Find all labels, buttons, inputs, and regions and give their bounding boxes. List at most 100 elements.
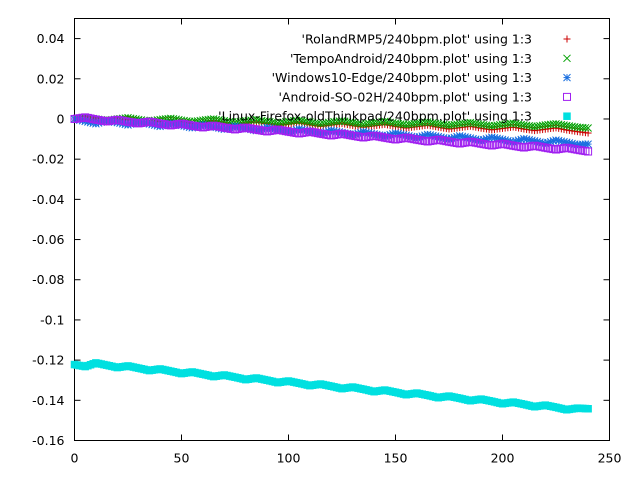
data-point	[180, 120, 189, 129]
data-point	[538, 143, 547, 152]
data-point	[249, 125, 258, 134]
data-point-d2	[461, 119, 469, 128]
data-point-d2	[324, 118, 333, 127]
data-point-d2	[289, 116, 298, 125]
data-point-d2	[287, 117, 296, 125]
data-point-d2	[407, 120, 416, 128]
data-point-d2	[359, 120, 368, 129]
legend-marker	[563, 73, 571, 82]
data-point	[83, 113, 92, 122]
data-point-d2	[447, 121, 456, 129]
data-point	[584, 140, 592, 148]
data-point	[244, 124, 253, 133]
data-point	[209, 121, 218, 130]
data-point	[81, 113, 90, 122]
data-point-d2	[276, 118, 285, 127]
data-point	[343, 130, 352, 139]
data-point	[584, 404, 592, 413]
data-point	[471, 138, 480, 147]
data-point-d2	[487, 122, 496, 130]
data-point	[372, 132, 381, 141]
data-point-d2	[455, 119, 464, 128]
data-point	[89, 115, 98, 124]
data-point	[214, 122, 223, 131]
data-point-d2	[405, 120, 413, 129]
x-tick-label: 200	[491, 451, 515, 466]
data-point-d2	[413, 119, 421, 128]
y-tick-label: -0.12	[32, 353, 64, 368]
data-point-d2	[370, 118, 378, 127]
data-point-d2	[319, 119, 328, 128]
data-point-d2	[538, 121, 547, 130]
data-point	[568, 144, 577, 153]
data-point-d2	[495, 120, 504, 129]
data-point	[378, 133, 387, 142]
data-point	[562, 143, 571, 152]
data-point-d2	[584, 124, 592, 132]
legend-label: 'Windows10-Edge/240bpm.plot' using 1:3	[272, 70, 532, 85]
data-point	[506, 141, 515, 150]
legend-marker-d2	[563, 73, 571, 82]
legend-marker-d2	[563, 54, 571, 63]
data-point	[404, 134, 413, 143]
data-point	[217, 123, 226, 132]
data-point	[402, 133, 411, 142]
data-point	[340, 130, 349, 139]
data-point	[113, 115, 122, 124]
data-point	[439, 136, 448, 145]
data-point	[308, 128, 317, 137]
data-point-d2	[541, 121, 550, 129]
data-point-d2	[247, 116, 255, 125]
legend-marker	[563, 54, 571, 63]
axis-tick-labels: 0 50 100 150 200 250 0.04 0.02 0 -0.02 -0.04 -0.06 -…	[32, 31, 621, 465]
data-point	[535, 142, 544, 151]
plot-frame	[74, 18, 610, 441]
legend-label: 'Linux-Firefox-oldThinkpad/240bpm.plot' …	[218, 109, 532, 124]
data-point	[410, 135, 419, 144]
y-tick-label: 0.02	[37, 71, 65, 86]
data-point	[501, 140, 510, 149]
data-point-d2	[498, 120, 507, 129]
data-point	[338, 129, 346, 138]
y-tick-label: 0	[57, 111, 65, 126]
data-point-d2	[327, 118, 336, 126]
data-point-d2	[581, 123, 590, 132]
data-point	[177, 119, 186, 128]
data-point-d2	[415, 119, 424, 127]
data-point-d2	[530, 122, 539, 131]
data-point	[530, 141, 539, 150]
data-point	[584, 147, 593, 156]
data-point	[503, 140, 512, 149]
series-layer	[70, 113, 593, 414]
y-tick-label: -0.14	[32, 393, 64, 408]
y-tick-label: -0.1	[40, 312, 64, 327]
x-tick-label: 100	[277, 451, 301, 466]
data-point-d2	[501, 120, 510, 128]
data-point-d2	[375, 118, 384, 126]
data-point	[241, 123, 250, 132]
data-point	[148, 118, 157, 127]
data-point	[474, 139, 483, 148]
data-point-d2	[410, 119, 419, 128]
data-point-d2	[493, 121, 502, 130]
data-point-d2	[364, 119, 373, 128]
legend-label: 'Android-SO-02H/240bpm.plot' using 1:3	[278, 89, 532, 104]
x-tick-label: 50	[174, 451, 190, 466]
x-tick-label: 150	[384, 451, 408, 466]
data-point-d2	[546, 120, 555, 129]
data-point	[370, 131, 379, 140]
data-point	[498, 139, 507, 148]
data-point	[375, 132, 384, 141]
series-3	[70, 113, 593, 156]
data-point	[121, 117, 130, 126]
y-tick-label: -0.16	[32, 433, 64, 448]
data-point-d2	[322, 118, 330, 127]
data-point	[305, 127, 314, 136]
legend-label: 'RolandRMP5/240bpm.plot' using 1:3	[302, 32, 532, 47]
data-point	[442, 137, 451, 146]
data-point-d2	[458, 119, 467, 128]
data-point-d2	[450, 120, 459, 129]
data-point	[469, 138, 478, 147]
data-point	[346, 131, 355, 140]
data-point-d2	[544, 120, 552, 129]
